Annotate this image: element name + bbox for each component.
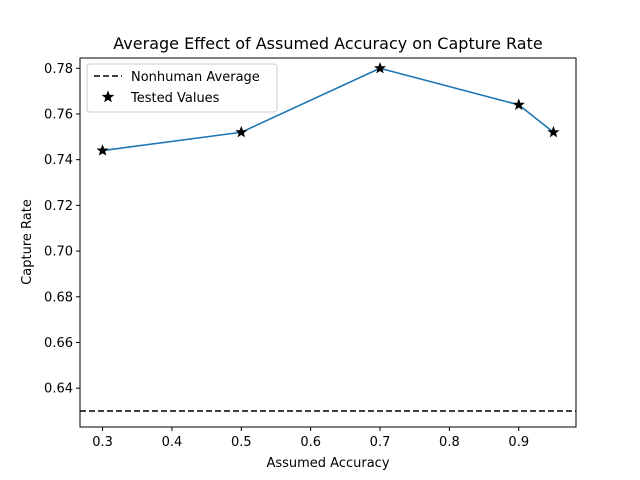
legend-star-marker	[101, 90, 115, 103]
legend-box	[86, 63, 278, 113]
tested-value-star-point	[547, 125, 560, 138]
tested-value-star-point	[235, 125, 248, 138]
x-tick-label: 0.5	[231, 435, 252, 450]
x-tick-label: 0.4	[162, 435, 183, 450]
y-tick-label: 0.66	[44, 336, 73, 351]
y-tick-label: 0.74	[44, 153, 73, 168]
legend-label-tested-values: Tested Values	[130, 91, 220, 106]
y-tick-label: 0.64	[44, 382, 73, 397]
x-tick-label: 0.9	[508, 435, 529, 450]
x-tick-label: 0.7	[370, 435, 391, 450]
tested-value-star-point	[512, 98, 525, 110]
chart-title: Average Effect of Assumed Accuracy on Ca…	[113, 34, 542, 53]
x-tick-label: 0.8	[439, 435, 460, 450]
plot-area	[80, 61, 576, 412]
tested-value-star-point	[374, 61, 387, 74]
y-tick-label: 0.70	[44, 245, 73, 260]
axes-frame	[79, 57, 577, 428]
y-tick-label: 0.78	[44, 62, 73, 77]
y-axis-label: Capture Rate	[20, 199, 35, 285]
y-tick-label: 0.68	[44, 290, 73, 305]
tested-value-star-point	[96, 144, 109, 156]
x-tick-label: 0.3	[92, 435, 113, 450]
legend: Nonhuman Average Tested Values	[86, 63, 278, 113]
y-tick-label: 0.76	[44, 107, 73, 122]
y-axis-ticks: 0.64 0.66 0.68 0.70 0.72 0.74 0.76 0.78	[44, 62, 80, 397]
x-tick-label: 0.6	[300, 435, 321, 450]
legend-label-nonhuman-average: Nonhuman Average	[131, 70, 260, 85]
x-axis-ticks: 0.3 0.4 0.5 0.6 0.7 0.8 0.9	[92, 427, 529, 450]
x-axis-label: Assumed Accuracy	[266, 456, 389, 471]
y-tick-label: 0.72	[44, 199, 73, 214]
